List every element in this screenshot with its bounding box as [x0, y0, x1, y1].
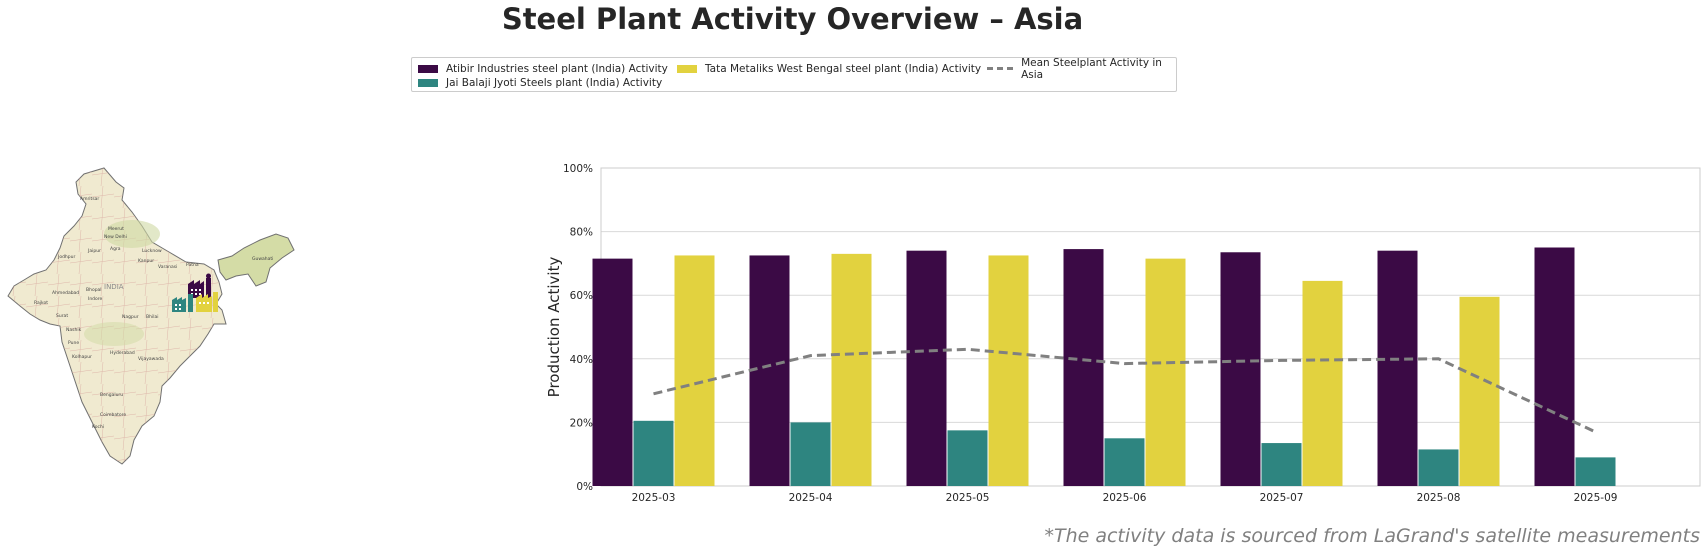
legend-item-tata: Tata Metaliks West Bengal steel plant (I… — [677, 62, 981, 75]
road-network — [8, 168, 226, 464]
map-label-city: Lucknow — [142, 248, 162, 254]
bar-tata — [1302, 280, 1343, 486]
bar-jai-balaji — [633, 420, 674, 486]
map-label-city: Bengaluru — [100, 392, 123, 398]
factory-icon-tata — [196, 292, 218, 312]
northeast-landmass — [217, 233, 295, 287]
mean-activity-line — [653, 347, 1597, 434]
map-label-city: Bhopal — [86, 287, 102, 293]
y-axis-title: Production Activity — [545, 257, 563, 398]
bar-atibir — [1377, 250, 1418, 486]
legend-item-jai-balaji: Jai Balaji Jyoti Steels plant (India) Ac… — [418, 76, 662, 89]
map-label-city: Guwahati — [252, 256, 273, 262]
map-label-city: New Delhi — [104, 234, 127, 240]
map-label-city: Kanpur — [138, 258, 154, 264]
y-tick-label: 40% — [570, 354, 593, 366]
x-tick-label: 2025-03 — [632, 492, 676, 504]
mean-line — [653, 347, 1597, 434]
legend: Atibir Industries steel plant (India) Ac… — [411, 57, 1177, 92]
y-tick-label: 20% — [570, 417, 593, 429]
map-label-city: Indore — [88, 296, 103, 302]
legend-swatch-atibir — [418, 64, 438, 73]
legend-item-atibir: Atibir Industries steel plant (India) Ac… — [418, 62, 668, 75]
bar-jai-balaji — [1575, 457, 1616, 486]
bar-jai-balaji — [947, 430, 988, 486]
legend-item-mean: Mean Steelplant Activity in Asia — [987, 57, 1176, 81]
x-tick-label: 2025-05 — [946, 492, 990, 504]
x-tick-label: 2025-09 — [1574, 492, 1618, 504]
bar-atibir — [1534, 247, 1575, 486]
map-label-country: INDIA — [104, 283, 124, 291]
bar-atibir — [749, 255, 790, 486]
bar-atibir — [592, 258, 633, 486]
map-label-city: Kolhapur — [72, 354, 92, 360]
india-map: INDIA Amritsar Meerut New Delhi Jaipur A… — [7, 167, 295, 465]
x-axis: 2025-03 2025-04 2025-05 2025-06 2025-07 2025-… — [632, 492, 1618, 504]
footnote: *The activity data is sourced from LaGra… — [1044, 525, 1700, 547]
bars — [592, 247, 1616, 486]
bar-tata — [1145, 258, 1186, 486]
x-tick-label: 2025-04 — [789, 492, 833, 504]
legend-label-atibir: Atibir Industries steel plant (India) Ac… — [446, 62, 668, 75]
legend-swatch-mean — [987, 67, 1014, 70]
bar-atibir — [906, 250, 947, 486]
vegetation-patch — [84, 322, 144, 346]
factory-icon-atibir — [188, 273, 211, 298]
chart-title: Steel Plant Activity Overview – Asia — [501, 2, 1084, 36]
bar-jai-balaji — [790, 422, 831, 486]
x-tick-label: 2025-06 — [1103, 492, 1147, 504]
x-tick-label: 2025-08 — [1417, 492, 1461, 504]
bar-jai-balaji — [1261, 443, 1302, 486]
map-label-city: Amritsar — [80, 196, 99, 202]
y-tick-label: 100% — [563, 163, 593, 175]
legend-label-mean: Mean Steelplant Activity in Asia — [1021, 56, 1162, 81]
bar-atibir — [1220, 252, 1261, 486]
bar-tata — [674, 255, 715, 486]
legend-swatch-jai-balaji — [418, 78, 438, 87]
legend-swatch-tata — [677, 64, 697, 73]
legend-label-tata: Tata Metaliks West Bengal steel plant (I… — [705, 62, 982, 75]
map-label-city: Vijayawada — [138, 356, 164, 362]
legend-label-jai-balaji: Jai Balaji Jyoti Steels plant (India) Ac… — [446, 76, 663, 89]
map-label-city: Bhilai — [146, 314, 158, 320]
map-label-city: Agra — [110, 246, 121, 252]
map-label-city: Coimbatore — [100, 412, 126, 418]
bar-jai-balaji — [1418, 449, 1459, 486]
y-axis: 0% 20% 40% 60% 80% 100% — [563, 163, 593, 493]
map-label-city: Hyderabad — [110, 350, 135, 356]
map-label-city: Varanasi — [158, 264, 177, 270]
map-label-city: Nashik — [66, 327, 82, 333]
y-tick-label: 0% — [576, 481, 593, 493]
map-label-city: Patna — [186, 262, 199, 268]
y-tick-label: 80% — [570, 227, 593, 239]
bar-tata — [831, 253, 872, 486]
map-label-city: Jodhpur — [57, 254, 75, 260]
y-tick-label: 60% — [570, 290, 593, 302]
map-label-city: Jaipur — [87, 248, 101, 254]
bar-tata — [1459, 296, 1500, 486]
vegetation-patch — [104, 220, 160, 248]
map-label-city: Pune — [68, 340, 79, 346]
map-label-city: Ahmedabad — [52, 290, 79, 296]
map-label-city: Kochi — [92, 424, 104, 430]
bar-atibir — [1063, 249, 1104, 486]
map-label-city: Surat — [56, 313, 68, 319]
map-label-city: Rajkot — [34, 300, 48, 306]
x-tick-label: 2025-07 — [1260, 492, 1304, 504]
map-label-city: Nagpur — [122, 314, 139, 320]
bar-jai-balaji — [1104, 438, 1145, 486]
factory-icon-jai-balaji — [172, 294, 193, 312]
bar-tata — [988, 255, 1029, 486]
map-label-city: Meerut — [108, 226, 124, 232]
